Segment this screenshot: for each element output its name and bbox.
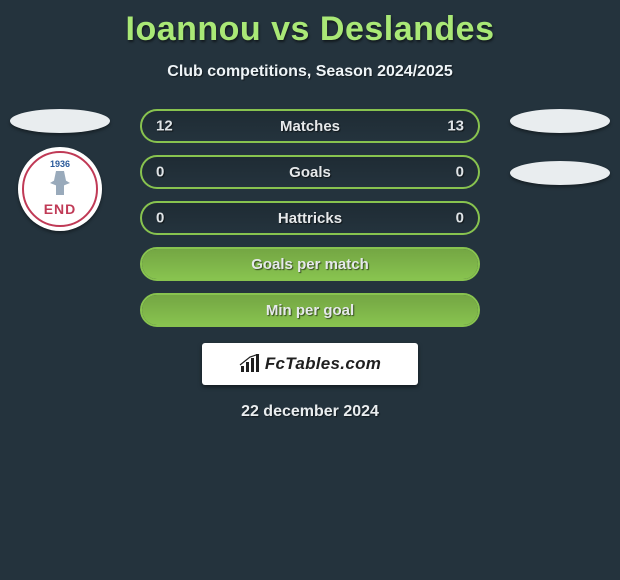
- stat-label: Goals per match: [251, 256, 369, 273]
- brand-chart-icon: [239, 354, 261, 374]
- stat-row: 0 Goals 0: [140, 155, 480, 189]
- stat-value-left: 0: [156, 210, 164, 227]
- player-oval-left: [10, 109, 110, 133]
- left-player-column: 1936 END: [0, 109, 120, 231]
- stat-value-right: 0: [456, 164, 464, 181]
- stat-rows: 12 Matches 13 0 Goals 0 0 Hattricks 0 Goals per m…: [140, 109, 480, 327]
- brand-text: FcTables.com: [265, 354, 381, 374]
- stat-value-right: 0: [456, 210, 464, 227]
- brand-box: FcTables.com: [202, 343, 418, 385]
- club-year: 1936: [50, 159, 70, 169]
- stat-label: Goals: [289, 164, 331, 181]
- stat-label: Matches: [280, 118, 340, 135]
- right-player-column: [500, 109, 620, 185]
- stat-row: 0 Hattricks 0: [140, 201, 480, 235]
- stat-row: Min per goal: [140, 293, 480, 327]
- stat-value-right: 13: [447, 118, 464, 135]
- page-subtitle: Club competitions, Season 2024/2025: [0, 63, 620, 81]
- stat-row: Goals per match: [140, 247, 480, 281]
- page-title: Ioannou vs Deslandes: [0, 0, 620, 49]
- player-oval-right-2: [510, 161, 610, 185]
- stat-row: 12 Matches 13: [140, 109, 480, 143]
- club-figure-icon: [50, 171, 70, 195]
- stat-label: Min per goal: [266, 302, 354, 319]
- stat-label: Hattricks: [278, 210, 342, 227]
- comparison-area: 1936 END 12 Matches 13 0 Goals 0 0 Hattricks 0 Go…: [0, 109, 620, 327]
- club-logo-left: 1936 END: [18, 147, 102, 231]
- date-label: 22 december 2024: [0, 403, 620, 421]
- stat-value-left: 0: [156, 164, 164, 181]
- stat-value-left: 12: [156, 118, 173, 135]
- player-oval-right-1: [510, 109, 610, 133]
- club-abbr: END: [44, 201, 77, 217]
